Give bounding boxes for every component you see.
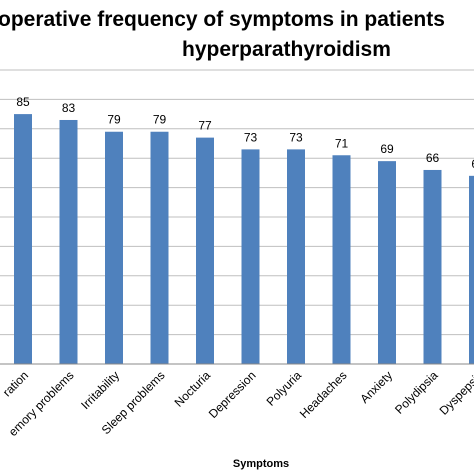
bar xyxy=(287,149,305,364)
bar xyxy=(196,137,214,364)
data-label: 85 xyxy=(16,95,30,109)
data-label: 83 xyxy=(62,101,76,115)
bar xyxy=(378,161,396,364)
value-labels: 85 83 79 79 77 73 73 71 69 66 64 xyxy=(16,95,474,171)
data-label: 73 xyxy=(244,130,258,144)
bar xyxy=(469,175,474,364)
bar xyxy=(332,155,351,364)
data-label: 77 xyxy=(198,119,212,133)
data-label: 71 xyxy=(335,136,349,150)
data-label: 73 xyxy=(289,130,303,144)
bar xyxy=(105,131,123,364)
chart-title-line-1: operative frequency of symptoms in patie… xyxy=(0,8,445,31)
data-label: 64 xyxy=(471,157,474,171)
bar xyxy=(14,114,32,364)
gridlines xyxy=(0,69,474,365)
bar xyxy=(241,149,260,364)
chart-title-line-2: hyperparathyroidism xyxy=(182,38,391,61)
x-axis-title: Symptoms xyxy=(233,458,289,470)
bars xyxy=(14,114,474,364)
data-label: 69 xyxy=(380,142,394,156)
bar xyxy=(150,131,169,364)
bar xyxy=(59,119,78,364)
bar xyxy=(423,169,442,364)
data-label: 79 xyxy=(107,113,121,127)
data-label: 66 xyxy=(426,151,440,165)
data-label: 79 xyxy=(153,113,167,127)
